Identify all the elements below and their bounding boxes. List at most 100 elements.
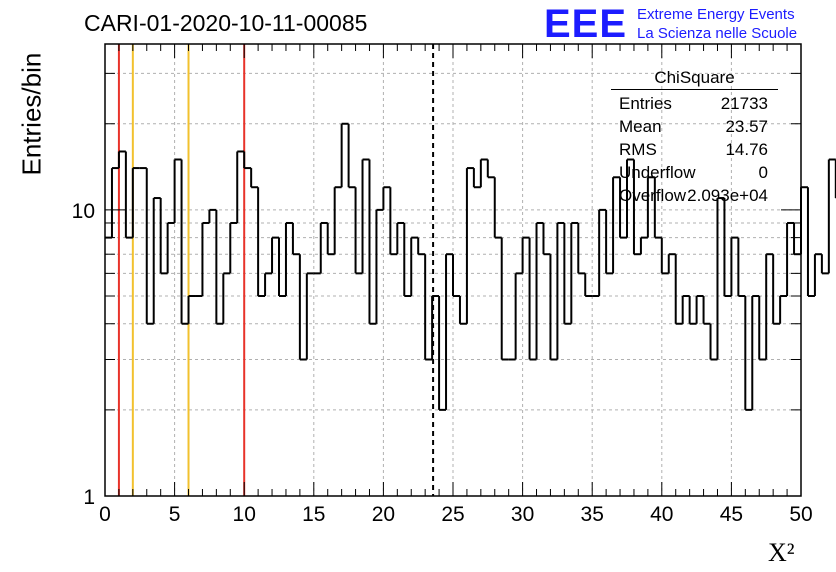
histogram-bin xyxy=(521,236,530,274)
x-tick-label: 0 xyxy=(99,503,111,526)
histogram-bin xyxy=(243,151,252,170)
histogram-bin xyxy=(806,187,815,298)
histogram-bin xyxy=(452,254,460,298)
histogram-bin xyxy=(424,254,433,361)
stats-key: Mean xyxy=(619,117,662,136)
histogram-bin xyxy=(688,296,697,325)
histogram-bin xyxy=(410,236,419,297)
histogram-bin xyxy=(354,187,363,275)
histogram-bin xyxy=(229,221,238,274)
x-tick-label: 20 xyxy=(372,503,395,526)
histogram-bin xyxy=(152,197,161,324)
histogram-bin xyxy=(250,168,259,189)
histogram-bin xyxy=(124,151,133,239)
histogram-bin xyxy=(632,159,641,256)
histogram-bin xyxy=(779,295,788,324)
histogram-bin xyxy=(653,177,662,239)
x-tick-label: 45 xyxy=(720,503,743,526)
axis-ticks xyxy=(104,44,802,497)
histogram-bin xyxy=(556,221,565,360)
histogram-bin xyxy=(271,236,279,274)
histogram-bin xyxy=(375,208,384,324)
axis-tick-labels: 0 5 10 15 20 25 30 35 40 45 50 1 10 xyxy=(72,200,813,526)
eee-logo-line2: La Scienza nelle Scuole xyxy=(637,25,798,42)
x-tick-label: 25 xyxy=(441,503,464,526)
histogram-bin xyxy=(570,221,579,324)
stats-box: ChiSquare Entries 21733 Mean 23.57 RMS 1… xyxy=(611,68,778,207)
histogram-bin xyxy=(264,272,273,297)
histogram-bin xyxy=(598,208,607,297)
histogram-bin xyxy=(612,176,621,274)
stats-row-mean: Mean 23.57 xyxy=(611,115,778,138)
histogram-bin xyxy=(765,253,774,360)
histogram-bin xyxy=(326,222,335,256)
histogram-bin xyxy=(626,158,634,238)
stats-key: Entries xyxy=(619,94,672,113)
histogram-bin xyxy=(131,167,140,238)
histogram-bin xyxy=(744,296,753,411)
y-tick-label: 1 xyxy=(83,486,95,509)
histogram-bin xyxy=(542,222,551,256)
stats-row-entries: Entries 21733 xyxy=(611,92,778,115)
histogram-bin xyxy=(368,159,377,325)
histogram-bin xyxy=(619,177,627,239)
histogram-bin xyxy=(465,167,474,324)
y-tick-label: 10 xyxy=(72,200,95,223)
histogram-bin xyxy=(667,253,676,274)
stats-value: 0 xyxy=(758,163,768,182)
histogram-bin xyxy=(257,187,266,298)
x-tick-label: 50 xyxy=(789,503,812,526)
histogram-bin xyxy=(535,221,544,360)
y-axis-label: Entries/bin xyxy=(16,52,47,176)
histogram-bin xyxy=(472,168,481,189)
histogram-bin xyxy=(681,295,690,324)
histogram-bin xyxy=(577,222,586,275)
histogram-bin xyxy=(730,236,739,297)
histogram-bin xyxy=(166,221,175,274)
stats-title: ChiSquare xyxy=(611,68,778,90)
stats-key: RMS xyxy=(619,140,657,159)
histogram-bin xyxy=(159,198,168,275)
histogram-bin xyxy=(382,186,391,210)
histogram-bin xyxy=(827,158,836,274)
histogram-bin xyxy=(458,296,467,325)
x-tick-label: 5 xyxy=(169,503,181,526)
histogram-bin xyxy=(674,254,683,325)
x-tick-label: 30 xyxy=(511,503,534,526)
histogram-bin xyxy=(319,221,328,274)
histogram-bin xyxy=(208,208,217,223)
histogram-bin xyxy=(605,209,614,275)
histogram-bin xyxy=(751,295,760,410)
histogram-bin xyxy=(215,209,224,325)
histogram-bin xyxy=(758,296,767,361)
histogram-bin xyxy=(702,296,711,325)
stats-row-underflow: Underflow 0 xyxy=(611,161,778,184)
histogram-bin xyxy=(417,237,426,256)
histogram-bin xyxy=(723,198,732,298)
stats-key: Overflow xyxy=(619,186,687,205)
stats-row-overflow: Overflow 2.093e+04 xyxy=(611,184,778,207)
stats-key: Underflow xyxy=(619,163,696,182)
x-tick-label: 40 xyxy=(650,503,673,526)
histogram-bin xyxy=(584,273,593,298)
histogram-bin xyxy=(180,159,189,325)
histogram-bin xyxy=(493,177,502,239)
stats-value: 21733 xyxy=(720,94,768,113)
histogram-bin xyxy=(201,221,210,297)
histogram-bin xyxy=(514,272,523,360)
histogram-bin xyxy=(361,158,370,274)
stats-value: 2.093e+04 xyxy=(687,186,768,205)
chart-title: CARI-01-2020-10-11-00085 xyxy=(84,10,368,36)
histogram-bin xyxy=(500,237,509,361)
histogram-bin xyxy=(340,122,349,188)
histogram-bin xyxy=(772,254,781,325)
histogram-bin xyxy=(291,222,300,256)
histogram-bin xyxy=(145,168,154,325)
histogram-bin xyxy=(549,254,558,361)
histogram-bin xyxy=(431,295,440,360)
histogram-bin xyxy=(236,150,245,223)
stats-value: 23.57 xyxy=(725,117,768,136)
histogram-bin xyxy=(222,272,231,324)
histogram-bin xyxy=(278,237,286,298)
